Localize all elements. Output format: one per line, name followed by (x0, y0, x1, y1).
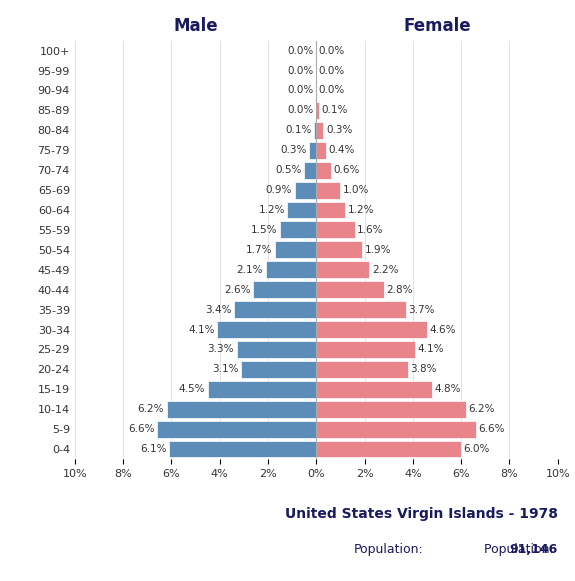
Bar (316, 182, 340, 199)
Text: 0.0%: 0.0% (319, 66, 345, 76)
Text: 0.4%: 0.4% (328, 145, 355, 155)
Bar (266, 261, 316, 278)
Bar (294, 182, 316, 199)
Bar (169, 440, 316, 457)
Text: 4.6%: 4.6% (430, 325, 456, 335)
Bar (167, 401, 316, 418)
Bar (309, 142, 316, 159)
Text: 1.2%: 1.2% (348, 205, 374, 215)
Bar (316, 381, 432, 398)
Text: 4.8%: 4.8% (435, 384, 461, 394)
Bar (316, 421, 476, 437)
Text: 0.5%: 0.5% (275, 165, 302, 175)
Text: PopulationPyramid.net: PopulationPyramid.net (31, 543, 182, 555)
Text: 4.1%: 4.1% (417, 345, 444, 354)
Bar (316, 142, 326, 159)
Text: 6.2%: 6.2% (469, 404, 495, 414)
Text: United States Virgin Islands - 1978: United States Virgin Islands - 1978 (285, 507, 558, 521)
Text: 6.6%: 6.6% (128, 424, 155, 434)
Bar (316, 122, 324, 139)
Text: 91,146: 91,146 (509, 543, 558, 555)
Text: 3.8%: 3.8% (411, 364, 437, 374)
Text: 6.0%: 6.0% (463, 444, 490, 454)
Text: Male: Male (173, 17, 218, 35)
Text: 4.1%: 4.1% (189, 325, 215, 335)
Bar (316, 261, 369, 278)
Bar (304, 162, 316, 178)
Text: 0.0%: 0.0% (288, 66, 314, 76)
Text: 0.9%: 0.9% (266, 185, 292, 195)
Text: 2.8%: 2.8% (386, 285, 413, 295)
Text: 1.5%: 1.5% (251, 225, 278, 235)
Text: 3.7%: 3.7% (408, 304, 435, 314)
Text: 6.2%: 6.2% (137, 404, 164, 414)
Bar (316, 162, 331, 178)
Bar (316, 301, 405, 318)
Bar (254, 281, 316, 298)
Text: 6.6%: 6.6% (478, 424, 504, 434)
Text: 2.1%: 2.1% (237, 265, 263, 275)
Text: 0.1%: 0.1% (321, 105, 347, 116)
Bar (316, 361, 408, 378)
Bar (314, 122, 316, 139)
Text: 0.3%: 0.3% (326, 125, 352, 135)
Text: 2.6%: 2.6% (225, 285, 251, 295)
Text: 4.5%: 4.5% (179, 384, 205, 394)
Text: 2.2%: 2.2% (372, 265, 398, 275)
Text: 0.6%: 0.6% (333, 165, 359, 175)
Text: 0.0%: 0.0% (319, 46, 345, 56)
Bar (236, 341, 316, 358)
Bar (316, 281, 384, 298)
Text: 0.0%: 0.0% (319, 85, 345, 95)
Bar (217, 321, 316, 338)
Text: 3.4%: 3.4% (205, 304, 232, 314)
Bar (157, 421, 316, 437)
Text: 0.3%: 0.3% (280, 145, 306, 155)
Text: 0.0%: 0.0% (288, 46, 314, 56)
Bar (242, 361, 316, 378)
Bar (316, 440, 461, 457)
Text: Population:: Population: (484, 543, 558, 555)
Text: 1.6%: 1.6% (357, 225, 384, 235)
Bar (275, 241, 316, 259)
Text: 3.3%: 3.3% (208, 345, 234, 354)
Bar (316, 241, 362, 259)
Bar (208, 381, 316, 398)
Text: 0.0%: 0.0% (288, 105, 314, 116)
Bar (280, 221, 316, 238)
Text: 0.0%: 0.0% (288, 85, 314, 95)
Text: 3.1%: 3.1% (213, 364, 239, 374)
Text: 1.9%: 1.9% (365, 245, 391, 255)
Bar (316, 202, 345, 218)
Text: 6.1%: 6.1% (140, 444, 167, 454)
Bar (234, 301, 316, 318)
Bar (316, 221, 355, 238)
Bar (316, 102, 319, 119)
Text: Female: Female (403, 17, 471, 35)
Bar (316, 321, 427, 338)
Bar (288, 202, 316, 218)
Bar (316, 341, 415, 358)
Text: 1.0%: 1.0% (343, 185, 369, 195)
Text: Population:: Population: (354, 543, 423, 555)
Text: 1.2%: 1.2% (258, 205, 285, 215)
Text: 0.1%: 0.1% (285, 125, 312, 135)
Bar (316, 401, 466, 418)
Text: 1.7%: 1.7% (246, 245, 273, 255)
